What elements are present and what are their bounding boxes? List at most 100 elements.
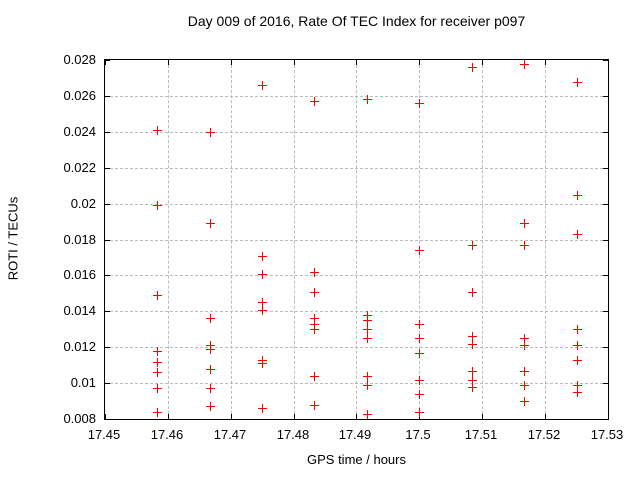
- x-tick-label: 17.51: [464, 427, 498, 442]
- data-point-marker: [206, 219, 215, 228]
- data-point-marker: [573, 356, 582, 365]
- data-point-marker: [153, 291, 162, 300]
- y-tick-mark-right: [603, 275, 608, 276]
- x-gridline: [231, 60, 232, 419]
- x-tick-mark-bottom: [482, 414, 483, 419]
- y-tick-mark-right: [603, 132, 608, 133]
- x-tick-label: 17.5: [405, 427, 431, 442]
- x-axis-label: GPS time / hours: [307, 452, 406, 467]
- data-point-marker: [206, 345, 215, 354]
- data-point-marker: [310, 320, 319, 329]
- x-gridline: [356, 60, 357, 419]
- y-tick-label: 0.024: [63, 124, 96, 139]
- y-tick-mark-right: [603, 60, 608, 61]
- data-point-marker: [206, 402, 215, 411]
- data-point-marker: [310, 268, 319, 277]
- y-tick-mark-left: [105, 204, 110, 205]
- data-point-marker: [206, 128, 215, 137]
- data-point-marker: [468, 340, 477, 349]
- x-tick-mark-bottom: [105, 414, 106, 419]
- y-tick-mark-right: [603, 96, 608, 97]
- data-point-marker: [206, 314, 215, 323]
- data-point-marker: [573, 381, 582, 390]
- x-tick-label: 17.46: [150, 427, 184, 442]
- data-point-marker: [258, 306, 267, 315]
- y-tick-mark-left: [105, 168, 110, 169]
- data-point-marker: [363, 334, 372, 343]
- x-tick-mark-top: [482, 60, 483, 65]
- x-tick-label: 17.52: [527, 427, 561, 442]
- data-point-marker: [363, 372, 372, 381]
- data-point-marker: [468, 332, 477, 341]
- data-point-marker: [415, 390, 424, 399]
- data-point-marker: [415, 246, 424, 255]
- y-tick-label: 0.016: [63, 267, 96, 282]
- y-tick-mark-right: [603, 383, 608, 384]
- data-point-marker: [363, 410, 372, 419]
- x-tick-label: 17.45: [87, 427, 121, 442]
- x-gridline: [168, 60, 169, 419]
- data-point-marker: [363, 381, 372, 390]
- x-tick-label: 17.48: [276, 427, 310, 442]
- y-tick-mark-left: [105, 275, 110, 276]
- y-tick-mark-right: [603, 168, 608, 169]
- data-point-marker: [468, 63, 477, 72]
- data-point-marker: [310, 372, 319, 381]
- data-point-marker: [310, 314, 319, 323]
- x-tick-mark-top: [545, 60, 546, 65]
- y-tick-label: 0.022: [63, 160, 96, 175]
- y-tick-mark-right: [603, 311, 608, 312]
- data-point-marker: [153, 384, 162, 393]
- x-tick-mark-bottom: [356, 414, 357, 419]
- data-point-marker: [468, 383, 477, 392]
- data-point-marker: [468, 241, 477, 250]
- data-point-marker: [258, 81, 267, 90]
- y-tick-mark-right: [603, 240, 608, 241]
- y-tick-label: 0.028: [63, 52, 96, 67]
- x-tick-mark-bottom: [168, 414, 169, 419]
- data-point-marker: [573, 341, 582, 350]
- x-gridline: [482, 60, 483, 419]
- y-tick-mark-left: [105, 240, 110, 241]
- y-tick-label: 0.01: [70, 375, 96, 390]
- x-tick-label: 17.49: [338, 427, 372, 442]
- data-point-marker: [258, 359, 267, 368]
- data-point-marker: [520, 219, 529, 228]
- data-point-marker: [363, 95, 372, 104]
- data-point-marker: [153, 368, 162, 377]
- data-point-marker: [310, 288, 319, 297]
- x-tick-mark-top: [105, 60, 106, 65]
- data-point-marker: [520, 241, 529, 250]
- data-point-marker: [206, 384, 215, 393]
- data-point-marker: [573, 230, 582, 239]
- chart-title: Day 009 of 2016, Rate Of TEC Index for r…: [187, 13, 526, 29]
- data-point-marker: [415, 349, 424, 358]
- x-tick-mark-bottom: [608, 414, 609, 419]
- data-point-marker: [468, 376, 477, 385]
- data-point-marker: [363, 316, 372, 325]
- data-point-marker: [415, 334, 424, 343]
- data-point-marker: [153, 358, 162, 367]
- data-point-marker: [153, 201, 162, 210]
- data-point-marker: [573, 325, 582, 334]
- data-point-marker: [258, 270, 267, 279]
- data-point-marker: [258, 298, 267, 307]
- y-tick-mark-left: [105, 311, 110, 312]
- x-tick-mark-bottom: [545, 414, 546, 419]
- data-point-marker: [310, 97, 319, 106]
- data-point-marker: [520, 381, 529, 390]
- y-tick-label: 0.014: [63, 303, 96, 318]
- x-tick-mark-top: [168, 60, 169, 65]
- data-point-marker: [206, 365, 215, 374]
- y-tick-label: 0.02: [70, 196, 96, 211]
- y-tick-mark-left: [105, 60, 110, 61]
- data-point-marker: [363, 325, 372, 334]
- data-point-marker: [153, 347, 162, 356]
- y-tick-label: 0.008: [63, 411, 96, 426]
- x-tick-mark-top: [231, 60, 232, 65]
- x-tick-label: 17.47: [213, 427, 247, 442]
- data-point-marker: [415, 376, 424, 385]
- x-tick-label: 17.53: [590, 427, 624, 442]
- y-tick-label: 0.012: [63, 339, 96, 354]
